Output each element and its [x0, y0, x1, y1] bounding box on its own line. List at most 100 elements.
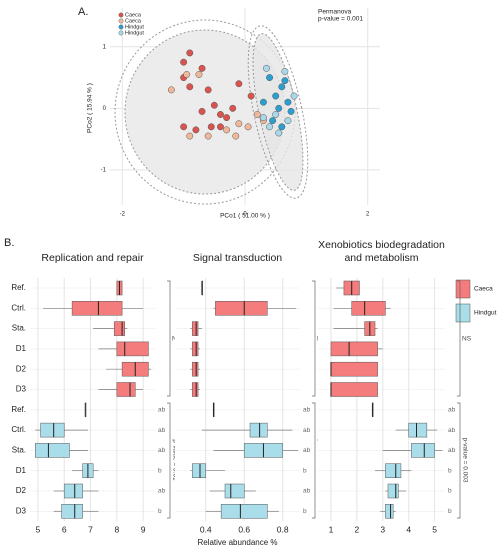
legend-swatch [455, 279, 471, 299]
x-tick-label: 4 [406, 524, 411, 534]
x-tick-label: 0.8 [277, 524, 289, 534]
box [385, 504, 394, 519]
plot-area [30, 278, 155, 521]
point [259, 114, 267, 122]
significance-letter: ab [158, 427, 166, 434]
annotation: p-value = 0.003 [461, 438, 468, 483]
point [223, 114, 231, 122]
significance-letter: ab [303, 407, 311, 414]
y-tick-label: Ctrl. [11, 303, 26, 312]
annotation: p-value = 0.001 [318, 16, 363, 23]
point [198, 107, 206, 115]
ellipse [247, 25, 309, 199]
x-tick-label: 0.6 [238, 524, 250, 534]
panel-title: Signal transduction [193, 252, 282, 264]
point [247, 92, 255, 100]
point [287, 107, 295, 115]
legend-swatch [118, 12, 124, 18]
legend-label: Caeca [125, 12, 142, 18]
box [192, 361, 199, 377]
x-tick-label: 2 [366, 212, 370, 218]
panel-label: A. [78, 6, 88, 18]
point [229, 104, 237, 112]
x-tick-label: 8 [114, 524, 119, 534]
x-tick-label: 3 [380, 524, 385, 534]
point [281, 77, 289, 85]
legend-swatch [455, 303, 471, 323]
x-tick-label: 1 [329, 524, 334, 534]
box [113, 321, 125, 336]
x-tick-label: -2 [120, 212, 126, 218]
y-tick-label: D3 [16, 385, 27, 394]
y-tick-label: D1 [16, 344, 27, 353]
box [249, 422, 268, 438]
box [63, 483, 83, 499]
point [259, 98, 267, 106]
y-tick-label: Ref. [11, 405, 26, 414]
point [192, 126, 200, 134]
bracket [457, 280, 461, 397]
point [167, 86, 175, 94]
significance-letter: b [303, 508, 307, 515]
legend-label: Hindgut [125, 24, 144, 30]
point [223, 126, 231, 134]
x-axis-label: PCo1 ( 51.00 % ) [220, 213, 270, 220]
y-tick-label: -1 [101, 167, 107, 173]
point [180, 123, 188, 131]
x-tick-label: 0.4 [200, 524, 212, 534]
box [224, 483, 245, 499]
point [244, 123, 252, 131]
significance-letter: b [158, 467, 162, 474]
box [330, 361, 378, 377]
box [116, 382, 136, 397]
y-tick-label: Ref. [11, 283, 26, 292]
point [269, 117, 277, 125]
panel-title: and metabolism [344, 252, 418, 264]
significance-letter: ab [448, 427, 456, 434]
point [253, 111, 261, 118]
point [278, 83, 286, 91]
x-axis-label: Relative abundance % [197, 538, 277, 547]
box [35, 443, 70, 458]
x-tick-label: 9 [141, 524, 146, 534]
significance-letter: b [303, 467, 307, 474]
point [266, 123, 273, 131]
y-tick-label: 1 [103, 44, 107, 50]
point [235, 120, 243, 128]
point [266, 74, 273, 82]
point [263, 64, 270, 72]
box [330, 341, 378, 357]
significance-letter: ab [158, 488, 166, 495]
box [387, 483, 399, 499]
point [186, 83, 194, 91]
significance-letter: b [448, 488, 452, 495]
y-tick-label: Sta. [12, 446, 26, 455]
box [192, 463, 207, 478]
y-tick-label: Ctrl. [11, 425, 26, 434]
bracket [167, 402, 171, 519]
plot-area [318, 278, 445, 521]
point [272, 92, 280, 100]
point [186, 132, 194, 140]
significance-letter: b [158, 508, 162, 515]
point [186, 49, 194, 57]
bracket [312, 280, 316, 397]
y-axis-label: PCo2 ( 15.94 % ) [87, 83, 94, 133]
box [61, 504, 83, 519]
box [411, 443, 435, 458]
box [71, 301, 123, 316]
point [180, 58, 188, 66]
point [217, 111, 224, 118]
bracket [167, 280, 171, 397]
box [192, 341, 199, 357]
x-tick-label: 5 [432, 524, 437, 534]
bracket [312, 402, 316, 519]
point [198, 64, 206, 72]
point [235, 80, 243, 88]
box [351, 301, 386, 316]
annotation: p-value = 0.01 [171, 439, 178, 481]
legend-swatch [118, 18, 124, 24]
annotation: Permanova [318, 9, 352, 16]
y-tick-label: D2 [16, 364, 27, 373]
significance-letter: b [448, 467, 452, 474]
